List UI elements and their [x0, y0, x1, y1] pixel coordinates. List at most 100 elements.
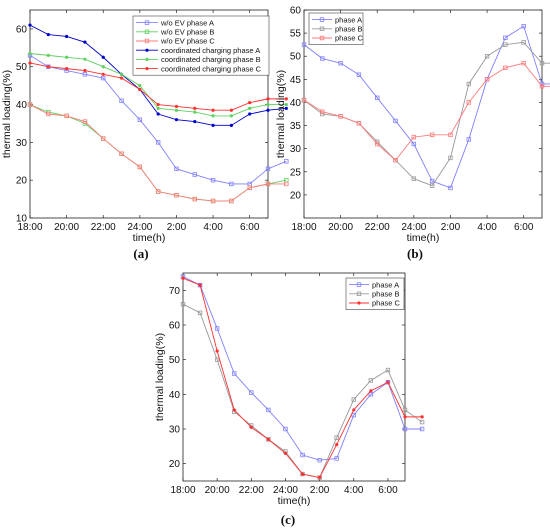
panel-1-data-point — [101, 65, 105, 69]
panel-3-data-point — [266, 437, 271, 442]
panel-3-data-point — [386, 380, 390, 384]
panel-2-data-point — [521, 40, 526, 45]
panel-1-legend-label: coordinated charging phase B — [161, 55, 261, 64]
panel-3-data-point — [215, 349, 219, 353]
panel-1-legend-marker — [145, 67, 149, 71]
panel-2-data-point — [503, 35, 508, 40]
panel-1-data-point — [174, 118, 179, 122]
panel-3: 20 30 40 50 60 70 18:00 20:00 22:00 24:00 2:00 4:00… — [154, 272, 425, 527]
panel-2-series-1 — [301, 23, 550, 191]
panel-3-data-point — [351, 397, 356, 402]
panel-3-series-line — [182, 276, 423, 461]
panel-1-legend-marker — [144, 38, 150, 44]
panel-3-series-1 — [180, 274, 425, 463]
panel-1-data-point — [101, 75, 106, 81]
panel-2-data-point — [411, 141, 417, 147]
panel-3-ytick-label: 60 — [169, 321, 181, 332]
panel-1-legend-marker — [145, 57, 149, 62]
panel-3-data-point — [232, 408, 236, 412]
panel-3-xtick-label: 18:00 — [170, 485, 195, 496]
panel-1-data-point — [247, 185, 252, 190]
panel-3-legend-marker — [356, 291, 362, 296]
panel-2-legend-marker — [319, 17, 325, 22]
panel-1-xtick-label: 4:00 — [203, 222, 223, 233]
panel-1-data-point — [155, 189, 161, 194]
panel-2-data-point — [539, 60, 545, 66]
panel-1-legend-label: coordinated charging phase C — [161, 64, 262, 73]
panel-3-data-point — [180, 301, 186, 307]
panel-3-data-point — [318, 475, 322, 480]
panel-2-xlabel: time(h) — [407, 232, 440, 244]
panel-3-data-point — [351, 412, 356, 418]
panel-3-data-point — [420, 415, 424, 419]
panel-3-data-point — [300, 452, 305, 458]
panel-2-data-point — [411, 134, 417, 140]
panel-2-data-point — [338, 114, 343, 119]
panel-3-data-point — [197, 282, 203, 288]
panel-1-xtick-label: 6:00 — [240, 222, 260, 233]
panel-2-data-point — [411, 176, 417, 181]
panel-1-xtick-label: 20:00 — [54, 222, 79, 233]
panel-1-data-point — [193, 119, 197, 124]
panel-2-ytick-label: 45 — [290, 75, 302, 86]
panel-1-data-point — [192, 172, 197, 177]
panel-1-data-point — [211, 114, 215, 118]
panel-2-legend-marker — [319, 35, 325, 41]
panel-2-series-line — [303, 62, 550, 161]
panel-2-xtick-label: 18:00 — [291, 222, 316, 233]
panel-1-data-point — [101, 72, 105, 76]
panel-2-xtick-label: 6:00 — [514, 222, 534, 233]
panel-1-data-point — [284, 181, 289, 187]
panel-1-legend-label: w/o EV phase B — [160, 28, 214, 37]
panel-3-data-point — [402, 426, 408, 432]
panel-2-data-point — [338, 60, 343, 66]
panel-1-data-point — [229, 108, 233, 112]
panel-3-series-3 — [181, 276, 424, 480]
panel-1-xlabel: time(h) — [133, 232, 166, 244]
panel-1-data-point — [248, 106, 252, 110]
panel-1-data-point — [101, 136, 106, 141]
panel-2-data-point — [356, 121, 362, 126]
panel-1-data-point — [137, 164, 143, 170]
panel-1-ytick-label: 20 — [16, 176, 28, 187]
panel-2-data-point — [301, 42, 307, 47]
panel-3-xlabel: time(h) — [278, 495, 311, 507]
panel-1-data-point — [138, 87, 142, 92]
panel-1-data-point — [266, 97, 270, 101]
panel-3-data-point — [369, 389, 373, 393]
panel-2-data-point — [301, 97, 307, 103]
panel-1-data-point — [65, 67, 69, 71]
panel-1-ytick-label: 50 — [16, 62, 28, 73]
panel-2-ytick-label: 40 — [290, 98, 302, 109]
panel-1-data-point — [46, 111, 51, 117]
panel-3-data-point — [402, 407, 408, 413]
panel-1-data-point — [284, 106, 288, 110]
panel-1-data-point — [46, 32, 50, 37]
panel-1-data-point — [248, 101, 252, 105]
panel-1-data-point — [156, 102, 160, 107]
panel-1-data-point — [284, 159, 289, 164]
panel-2-data-point — [466, 137, 471, 142]
panel-3-legend-label: phase A — [372, 280, 399, 289]
panel-1-xtick-label: 18:00 — [17, 222, 42, 233]
panel-2-series-line — [303, 25, 550, 189]
panel-1-data-point — [193, 110, 197, 114]
panel-1-data-point — [284, 102, 288, 107]
panel-2-legend-label: phase A — [335, 15, 362, 24]
panel-2-ytick-label: 30 — [290, 144, 302, 155]
panel-1-data-point — [210, 177, 216, 183]
panel-2-legend-label: phase B — [335, 25, 363, 34]
panel-3-data-point — [403, 415, 407, 419]
panel-2-legend-label: phase C — [335, 34, 364, 43]
panel-3-data-point — [368, 392, 374, 397]
panel-1-legend-label: w/o EV phase C — [160, 37, 215, 46]
panel-3-ytick-label: 20 — [169, 459, 181, 470]
panel-3-data-point — [266, 437, 270, 441]
panel-2-data-point — [320, 56, 325, 61]
panel-1-data-point — [83, 57, 87, 61]
panel-1-legend: w/o EV phase Aw/o EV phase Bw/o EV phase… — [132, 15, 270, 76]
panel-1: 10 20 30 40 50 60 18:00 20:00 22:00 24:00 2:00 4:00… — [1, 9, 289, 261]
panel-1-data-point — [211, 108, 215, 112]
panel-2-data-point — [356, 72, 362, 77]
panel-2-ytick-label: 35 — [290, 121, 302, 132]
